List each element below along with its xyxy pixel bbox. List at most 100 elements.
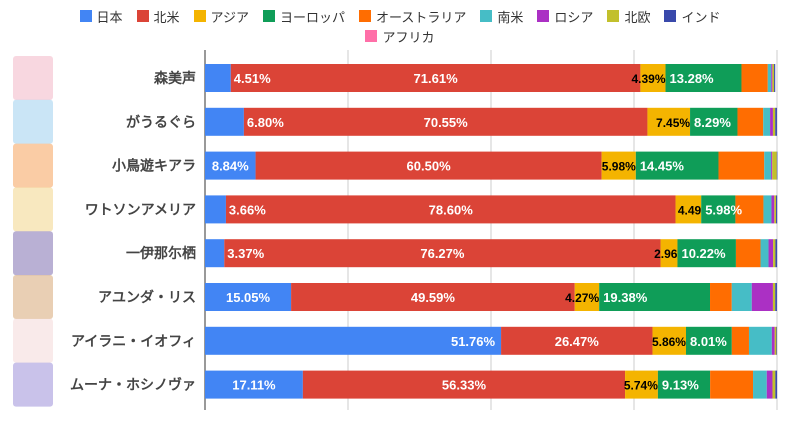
bar-segment [205, 326, 502, 355]
avatar [13, 56, 53, 100]
legend-swatch [193, 10, 206, 22]
bar-segment [772, 64, 775, 92]
bar-segment [768, 239, 774, 268]
bar-segment [710, 370, 754, 399]
bar-segment [775, 107, 777, 136]
legend-label: ロシア [554, 9, 594, 25]
avatar [13, 143, 53, 188]
legend-item: ロシア [537, 7, 593, 26]
bar-segment [599, 283, 711, 311]
legend-item: インド [664, 7, 720, 26]
bar-segment [685, 326, 732, 355]
legend-swatch [607, 10, 620, 22]
legend-item: 北米 [136, 7, 180, 26]
bar-segment [501, 326, 653, 355]
data-label: 15.05% [226, 290, 271, 305]
data-label: 5.74% [624, 379, 658, 393]
legend-item: 南米 [480, 7, 523, 26]
bar-segment [763, 107, 771, 136]
data-label: 6.80% [247, 115, 284, 130]
data-label: 60.50% [407, 159, 452, 174]
bar-segment [665, 64, 742, 92]
bar-segment [737, 107, 764, 136]
bar-segment [774, 195, 777, 224]
data-label: 9.13% [662, 378, 699, 393]
bar-segment [774, 326, 777, 355]
bar-segment [710, 283, 732, 311]
legend-swatch [263, 10, 276, 22]
bar-segment [771, 64, 773, 92]
legend-item: アフリカ [365, 27, 435, 46]
legend-label: ヨーロッパ [280, 9, 346, 25]
bar-segment [255, 151, 602, 180]
legend-row: 日本 北米 アジア ヨーロッパ オーストラリア 南米 ロシア 北欧 インド [0, 6, 800, 26]
data-label: 26.47% [555, 334, 600, 349]
data-label: 2.96 [654, 247, 678, 261]
legend-label: オーストラリア [376, 9, 467, 25]
bar-segment [205, 283, 292, 311]
bar-segment [205, 195, 226, 224]
legend-swatch [365, 30, 378, 42]
avatar [13, 231, 53, 276]
bar-segment [753, 370, 767, 399]
bar-segment [776, 326, 777, 355]
bar-segment [243, 107, 648, 136]
bar-segment [776, 151, 778, 180]
bar-segment [675, 195, 702, 224]
bar-segment [690, 107, 738, 136]
data-label: 3.37% [227, 246, 264, 261]
bar-segment [640, 64, 666, 92]
bar-segment [751, 283, 773, 311]
legend-label: アフリカ [382, 29, 435, 45]
data-label: 49.59% [411, 290, 456, 305]
bar-segment [731, 283, 752, 311]
bar-segment [677, 239, 736, 268]
bar-segment [205, 239, 225, 268]
data-label: 4.51% [234, 71, 271, 86]
bar-segment [302, 370, 626, 399]
bar-segment [205, 370, 303, 399]
avatar [13, 187, 53, 232]
bar-segment [741, 64, 768, 92]
bar-segment [772, 107, 776, 136]
bar-segment [225, 195, 676, 224]
data-label: 14.45% [640, 159, 685, 174]
data-label: 70.55% [424, 115, 469, 130]
bar-segment [771, 326, 775, 355]
bar-segment [772, 370, 776, 399]
legend-label: 南米 [497, 9, 524, 25]
bar-segment [652, 326, 686, 355]
data-label: 4.27% [565, 291, 599, 305]
bar-segment [775, 239, 778, 268]
data-label: 13.28% [670, 71, 715, 86]
data-label: 5.86% [652, 335, 686, 349]
data-label: 4.49 [678, 203, 702, 217]
bar-segment [772, 283, 776, 311]
category-label: 森美声 [154, 70, 196, 86]
legend-swatch [136, 10, 149, 22]
bar-segment [766, 370, 773, 399]
bar-segment [601, 151, 636, 180]
legend-item: 日本 [79, 7, 123, 26]
legend-label: 北欧 [624, 9, 651, 25]
bar-segment [760, 239, 769, 268]
legend-swatch [664, 10, 677, 22]
data-label: 8.29% [694, 115, 731, 130]
bar-segment [718, 151, 765, 180]
legend: 日本 北米 アジア ヨーロッパ オーストラリア 南米 ロシア 北欧 インド アフリカ [0, 6, 800, 46]
avatar [13, 318, 53, 363]
bar-segment [774, 64, 776, 92]
legend-label: 北米 [153, 9, 180, 25]
bar-segment [776, 195, 778, 224]
data-label: 10.22% [681, 246, 726, 261]
bar-segment [764, 151, 772, 180]
category-label: ムーナ・ホシノヴァ [70, 377, 196, 393]
data-label: 5.98% [602, 160, 636, 174]
bar-segment [731, 326, 749, 355]
legend-item: 北欧 [607, 7, 650, 26]
bar-segment [770, 107, 773, 136]
bar-segment [763, 195, 772, 224]
data-label: 3.66% [229, 202, 266, 217]
legend-row: アフリカ [0, 26, 800, 46]
